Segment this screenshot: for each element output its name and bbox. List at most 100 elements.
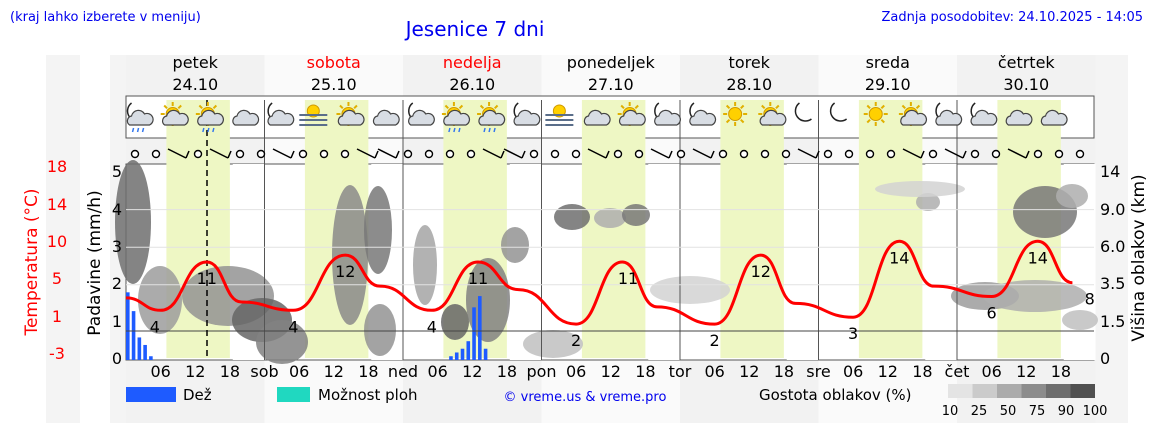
credit-link[interactable]: © vreme.us & vreme.pro xyxy=(504,390,667,405)
raindrop xyxy=(212,127,215,133)
cloud-patch xyxy=(364,186,392,274)
wind-barb-flag xyxy=(290,150,295,159)
sun-ray xyxy=(866,118,871,124)
day-name: sobota xyxy=(307,53,361,72)
day-date: 26.10 xyxy=(449,75,495,94)
precipitation-tick: 3 xyxy=(112,237,122,256)
cloud-patch xyxy=(364,304,396,356)
wind-calm-circle xyxy=(298,149,308,159)
sun-ray xyxy=(725,118,731,124)
wind-barb xyxy=(356,148,376,159)
sun-ray xyxy=(353,104,358,110)
density-swatch xyxy=(997,384,1022,398)
cloud-icon xyxy=(583,109,611,126)
rain-bars xyxy=(126,292,488,360)
x-tick: sre xyxy=(806,362,830,381)
wind-calm-circle xyxy=(130,149,140,159)
wind-calm-circle xyxy=(991,149,1001,159)
density-swatch xyxy=(1070,384,1095,398)
temperature-tick: 1 xyxy=(52,307,62,326)
raindrop xyxy=(448,127,451,133)
cloud-shape xyxy=(232,109,260,126)
wind-calm-circle xyxy=(256,149,266,159)
sun-disc xyxy=(868,107,883,121)
sun-ray xyxy=(444,104,449,110)
sun-ray xyxy=(634,104,639,110)
cloud-height-tick: 6.0 xyxy=(1100,237,1125,256)
moon-crescent xyxy=(829,102,848,122)
day-name: ponedeljek xyxy=(567,53,656,72)
temperature-label: 11 xyxy=(197,269,217,288)
sun-cloud-rain-icon xyxy=(195,102,224,133)
temperature-label: 2 xyxy=(710,331,720,350)
moon-cloud-icon xyxy=(267,102,295,126)
temperature-label: 12 xyxy=(335,262,355,281)
x-tick: 12 xyxy=(601,362,621,381)
temperature-label: 4 xyxy=(288,317,298,336)
temperature-label: 6 xyxy=(987,304,997,323)
temperature-label: 11 xyxy=(468,269,488,288)
sun-ray xyxy=(458,104,464,110)
last-update: Zadnja posodobitev: 24.10.2025 - 14:05 xyxy=(881,10,1143,25)
fog-icon xyxy=(545,104,574,126)
fog-icon xyxy=(299,104,328,126)
x-tick: tor xyxy=(669,362,692,381)
wind-calm-circle xyxy=(676,149,686,159)
wind-barb xyxy=(1007,148,1027,159)
wind-barb xyxy=(377,148,397,159)
daylight-band xyxy=(858,100,923,358)
region-hint[interactable]: (kraj lahko izberete v meniju) xyxy=(10,10,201,25)
temperature-label: 11 xyxy=(618,269,638,288)
wind-calm-circle xyxy=(466,149,476,159)
sun-ray xyxy=(198,104,203,110)
x-tick: 18 xyxy=(497,362,517,381)
rain-bar xyxy=(449,356,453,360)
moon-crescent xyxy=(794,102,812,122)
sun-ray xyxy=(761,104,766,110)
temperature-axis-title: Temperatura (°C) xyxy=(22,188,42,336)
wind-barb xyxy=(209,148,229,159)
raindrop xyxy=(453,127,456,133)
x-tick: 06 xyxy=(981,362,1001,381)
cloud-icon xyxy=(232,109,260,126)
moon-cloud-icon xyxy=(970,102,998,126)
rain-bar xyxy=(137,337,142,360)
wind-barb xyxy=(167,148,187,159)
cloud-patch xyxy=(441,304,469,340)
temperature-tick: 5 xyxy=(52,269,62,288)
wind-calm-circle xyxy=(781,149,791,159)
sun-ray xyxy=(901,104,906,110)
cloud-patch xyxy=(916,193,940,211)
wind-calm-circle xyxy=(886,149,896,159)
x-tick: 12 xyxy=(1016,362,1036,381)
x-tick: 12 xyxy=(324,362,344,381)
cloud-patch xyxy=(875,181,965,197)
daylight-bands xyxy=(166,100,1096,360)
day-name: sreda xyxy=(866,53,910,72)
cloud-icon xyxy=(1040,109,1068,126)
temperature-labels: 4 11 4 12 4 11 2 11 2 12 3 14 6 14 8 xyxy=(150,248,1095,350)
cloud-shape xyxy=(197,109,224,126)
density-swatch xyxy=(1046,384,1071,398)
cloud-shape xyxy=(161,109,189,126)
wind-barb xyxy=(587,148,607,159)
sun-icon xyxy=(723,102,748,126)
density-level: 10 xyxy=(942,404,959,419)
sun-icon xyxy=(863,102,888,126)
wind-calm-circle xyxy=(928,149,938,159)
wind-barb xyxy=(797,148,817,159)
temperature-label: 14 xyxy=(889,248,909,267)
wind-calm-circle xyxy=(571,149,581,159)
x-tick: ned xyxy=(388,362,418,381)
x-tick: 06 xyxy=(704,362,724,381)
rain-bar xyxy=(126,292,130,360)
density-level: 50 xyxy=(1000,404,1017,419)
density-swatch xyxy=(948,384,973,398)
raindrop xyxy=(131,127,135,133)
wind-calm-circle xyxy=(193,149,203,159)
day-date: 28.10 xyxy=(726,75,772,94)
cloud-patch xyxy=(554,204,590,230)
sun-cloud-icon xyxy=(617,102,646,126)
storm-legend-swatch xyxy=(277,387,310,402)
day-date: 24.10 xyxy=(172,75,218,94)
